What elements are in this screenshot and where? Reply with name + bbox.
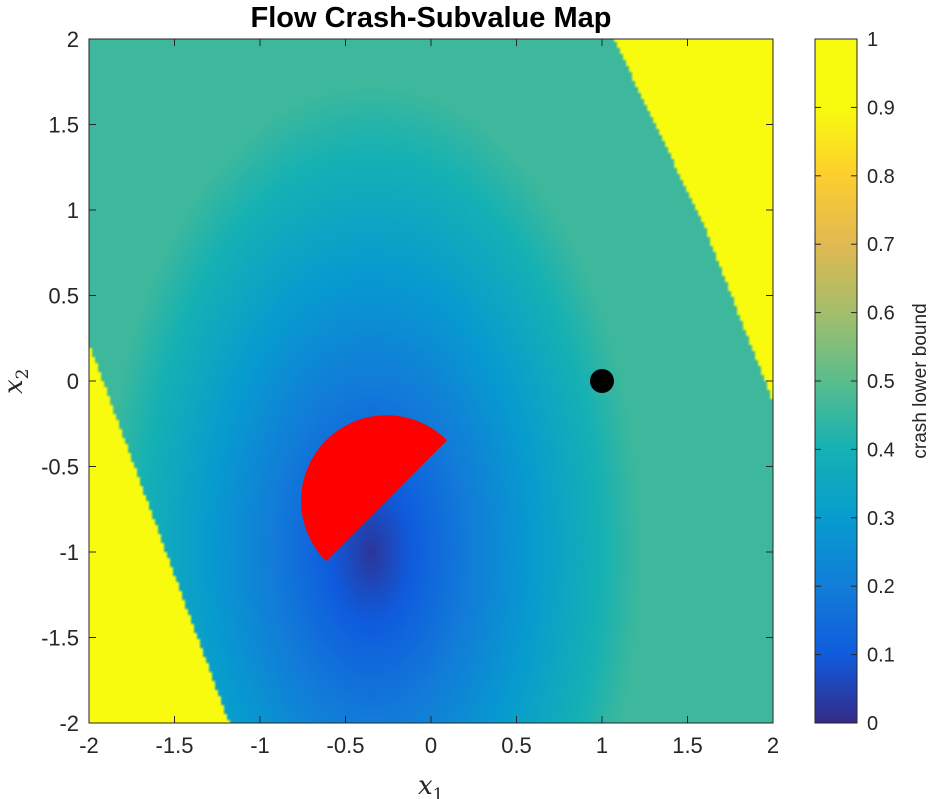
heatmap-area bbox=[89, 39, 773, 723]
colorbar-tick-label: 0.7 bbox=[867, 234, 895, 256]
x-tick-label: -2 bbox=[79, 733, 99, 758]
y-axis-label: x2 bbox=[0, 369, 33, 395]
colorbar-tick-label: 0.3 bbox=[867, 508, 895, 530]
x-tick-label: -1.5 bbox=[156, 733, 194, 758]
y-tick-label: 0 bbox=[67, 369, 79, 394]
colorbar bbox=[814, 38, 858, 724]
x-tick-label: 0.5 bbox=[501, 733, 532, 758]
x-axis: -2 -1.5 -1 -0.5 0 0.5 1 1.5 2 bbox=[79, 39, 779, 758]
colorbar-tick-label: 0.1 bbox=[867, 645, 895, 667]
colorbar-label: crash lower bound bbox=[910, 303, 931, 458]
x-tick-label: 2 bbox=[767, 733, 779, 758]
x-tick-label: 1.5 bbox=[672, 733, 703, 758]
colorbar-tick-label: 0.8 bbox=[867, 166, 895, 188]
y-tick-label: -1 bbox=[59, 540, 79, 565]
obstacle-half-disk-marker bbox=[301, 415, 447, 562]
chart-title: Flow Crash-Subvalue Map bbox=[251, 2, 612, 34]
x-tick-label: -0.5 bbox=[327, 733, 365, 758]
y-tick-label: -1.5 bbox=[41, 626, 79, 651]
y-tick-label: -0.5 bbox=[41, 455, 79, 480]
x-axis-label: x1 bbox=[418, 771, 444, 799]
colorbar-tick-label: 0.4 bbox=[867, 439, 895, 461]
target-point-marker bbox=[590, 369, 614, 393]
colorbar-tick-label: 0.2 bbox=[867, 576, 895, 598]
colorbar-tick-label: 0.9 bbox=[867, 97, 895, 119]
colorbar-tick-label: 0 bbox=[867, 713, 878, 735]
y-axis: -2 -1.5 -1 -0.5 0 0.5 1 1.5 2 bbox=[41, 27, 773, 736]
y-tick-label: 2 bbox=[67, 27, 79, 52]
marker-layer bbox=[301, 369, 614, 562]
colorbar-tick-label: 0.5 bbox=[867, 371, 895, 393]
x-tick-label: -1 bbox=[250, 733, 270, 758]
y-tick-label: 0.5 bbox=[48, 284, 79, 309]
x-tick-label: 0 bbox=[425, 733, 437, 758]
x-tick-label: 1 bbox=[596, 733, 608, 758]
colorbar-ticks: 0 0.1 0.2 0.3 0.4 0.5 0.6 0.7 0.8 0.9 1 bbox=[815, 29, 895, 735]
colorbar-tick-label: 0.6 bbox=[867, 303, 895, 325]
colorbar-tick-label: 1 bbox=[867, 29, 878, 51]
y-tick-label: 1.5 bbox=[48, 113, 79, 138]
y-tick-label: -2 bbox=[59, 711, 79, 736]
y-tick-label: 1 bbox=[67, 198, 79, 223]
heatmap-field bbox=[89, 39, 773, 723]
